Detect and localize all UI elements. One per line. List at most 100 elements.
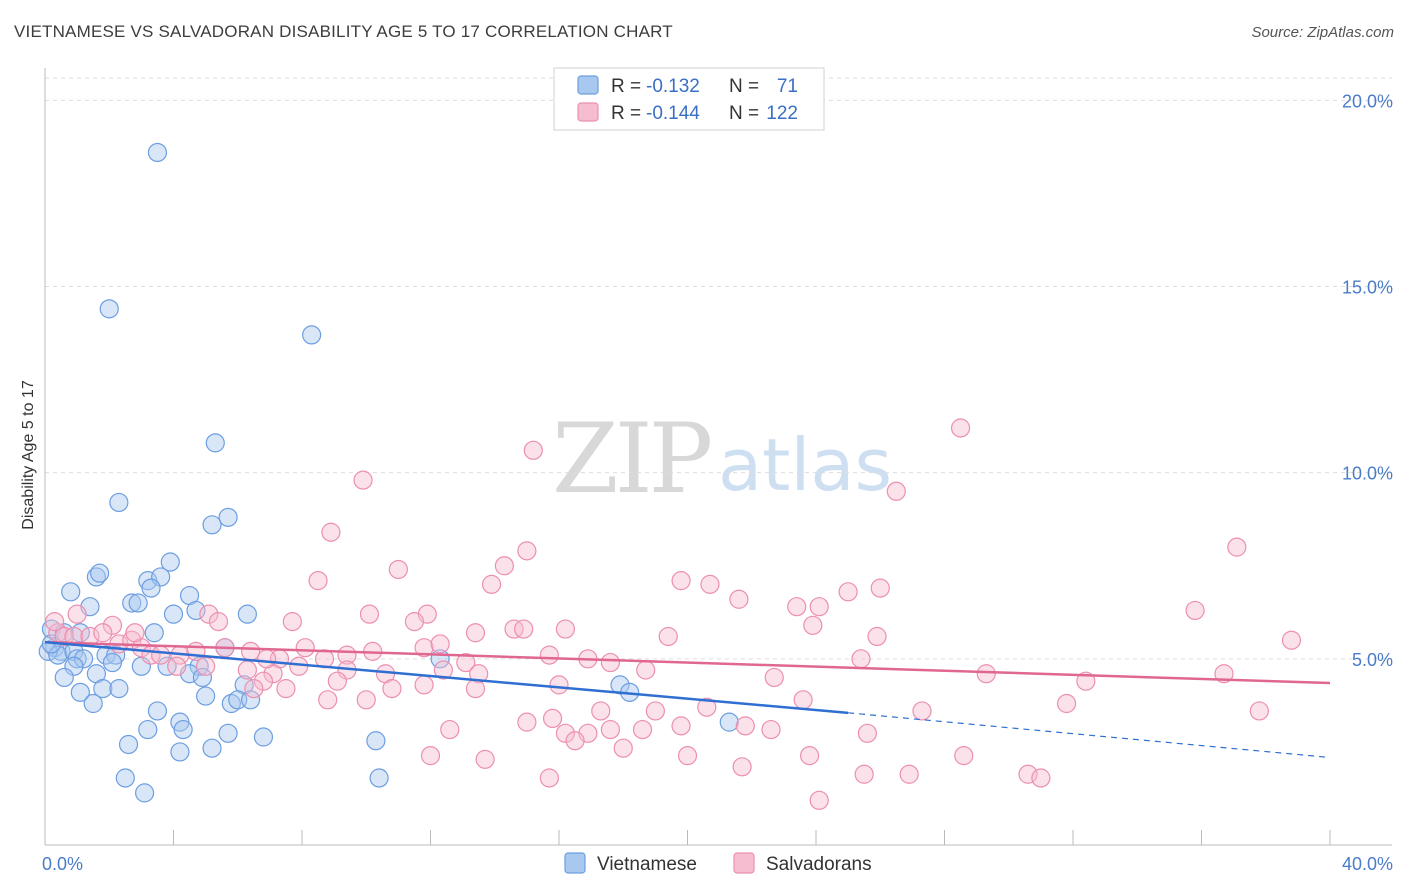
vietnamese-points [38,142,739,803]
salvadoran-point-57 [539,645,559,665]
salvadoran-point-76 [764,667,784,688]
salvadoran-point-104 [677,746,698,766]
vietnamese-point-33 [96,645,116,665]
legend-n-label-1: N = [729,103,759,124]
vietnamese-point-69 [719,712,739,732]
salvadoran-point-5 [517,541,537,561]
salvadoran-point-92 [542,708,563,729]
salvadoran-point-56 [456,652,476,673]
salvadoran-point-11 [671,571,691,591]
salvadoran-point-62 [196,656,216,676]
salvadoran-point-0 [950,418,971,438]
salvadoran-point-90 [1249,701,1269,721]
vietnamese-point-19 [186,600,206,621]
salvadoran-point-7 [388,559,408,580]
bottom-legend-vietnamese: Vietnamese [597,854,697,875]
salvadoran-point-1 [523,440,543,460]
vietnamese-point-43 [192,667,213,688]
salvadoran-point-60 [851,649,871,669]
salvadoran-point-14 [870,578,890,598]
salvadoran-point-18 [1185,600,1205,621]
vietnamese-point-60 [202,738,222,758]
salvadoran-point-71 [976,664,996,684]
vietnamese-point-2 [302,325,322,345]
legend-swatch-salvadorans [577,102,599,122]
vietnamese-point-61 [170,742,190,762]
vietnamese-point-4 [109,492,129,513]
salvadoran-point-61 [167,656,187,676]
salvadoran-point-115 [475,749,495,769]
salvadoran-point-15 [729,589,749,609]
salvadoran-point-21 [359,604,380,624]
salvadoran-point-109 [539,768,559,788]
tick-labels: 5.0% 10.0% 15.0% 20.0% 0.0% 40.0% [42,91,1393,874]
vietnamese-point-5 [218,507,238,527]
salvadoran-point-94 [735,716,755,736]
salvadoran-point-26 [404,612,425,632]
salvadoran-trend-line [44,640,1331,685]
salvadoran-point-80 [465,679,486,699]
vietnamese-point-49 [83,693,103,714]
vietnamese-point-1 [99,299,119,319]
vietnamese-point-29 [48,645,68,665]
legend-r-value-1: -0.144 [646,103,700,124]
salvadoran-point-50 [295,638,315,658]
salvadoran-point-28 [504,619,524,639]
legend-r-label-1: R = [611,103,641,124]
bottom-legend-salvadorans: Salvadorans [766,854,872,875]
salvadoran-point-99 [600,719,621,740]
salvadoran-point-13 [838,582,858,602]
series-legend: Vietnamese Salvadorans [564,852,872,875]
vietnamese-point-56 [138,719,158,740]
salvadoran-point-108 [732,757,752,777]
salvadoran-point-32 [658,626,678,647]
watermark-atlas: atlas [718,423,892,507]
salvadoran-point-110 [854,764,874,784]
chart-title: VIETNAMESE VS SALVADORAN DISABILITY AGE … [14,22,673,41]
salvadoran-point-48 [241,641,261,661]
salvadoran-point-102 [565,731,585,751]
salvadoran-point-95 [761,719,781,740]
vietnamese-point-41 [54,667,74,688]
salvadoran-point-101 [857,723,878,743]
legend-swatch-vietnamese [577,75,599,95]
y-tick-label-0: 5.0% [1352,650,1393,670]
vietnamese-point-6 [202,515,222,535]
salvadoran-point-85 [1056,693,1077,714]
legend-n-label-0: N = [729,76,759,97]
vietnamese-point-59 [118,734,139,755]
vietnamese-point-18 [163,604,184,624]
salvadoran-point-91 [517,712,537,732]
salvadoran-point-118 [125,623,145,643]
watermark-zip: ZIP [552,403,711,515]
salvadoran-point-81 [1076,671,1096,691]
salvadoran-point-84 [793,690,813,710]
vietnamese-point-35 [102,652,123,673]
salvadoran-point-34 [1281,630,1302,650]
salvadoran-point-23 [199,604,219,624]
vietnamese-point-13 [141,578,161,598]
salvadoran-point-59 [600,652,621,673]
salvadoran-point-107 [954,746,974,766]
salvadoran-point-114 [809,790,829,810]
legend-n-value-1: 122 [766,103,798,124]
salvadoran-point-63 [237,660,257,680]
salvadoran-point-70 [636,660,656,680]
salvadoran-point-33 [867,626,887,647]
vietnamese-point-58 [253,727,274,747]
salvadoran-point-105 [799,746,820,766]
salvadoran-point-30 [555,619,576,639]
salvadoran-point-89 [912,701,932,721]
salvadoran-point-65 [289,656,309,676]
y-tick-label-2: 15.0% [1342,278,1393,298]
bottom-legend-swatch-salvadorans [733,852,755,874]
salvadoran-point-106 [420,746,441,766]
salvadoran-point-100 [632,719,653,740]
salvadoran-point-39 [93,623,113,643]
salvadoran-point-111 [899,764,919,784]
vietnamese-point-55 [173,719,193,740]
salvadoran-point-87 [645,701,665,721]
salvadoran-point-4 [321,522,341,542]
salvadoran-point-74 [414,675,434,695]
salvadoran-point-29 [514,619,534,639]
